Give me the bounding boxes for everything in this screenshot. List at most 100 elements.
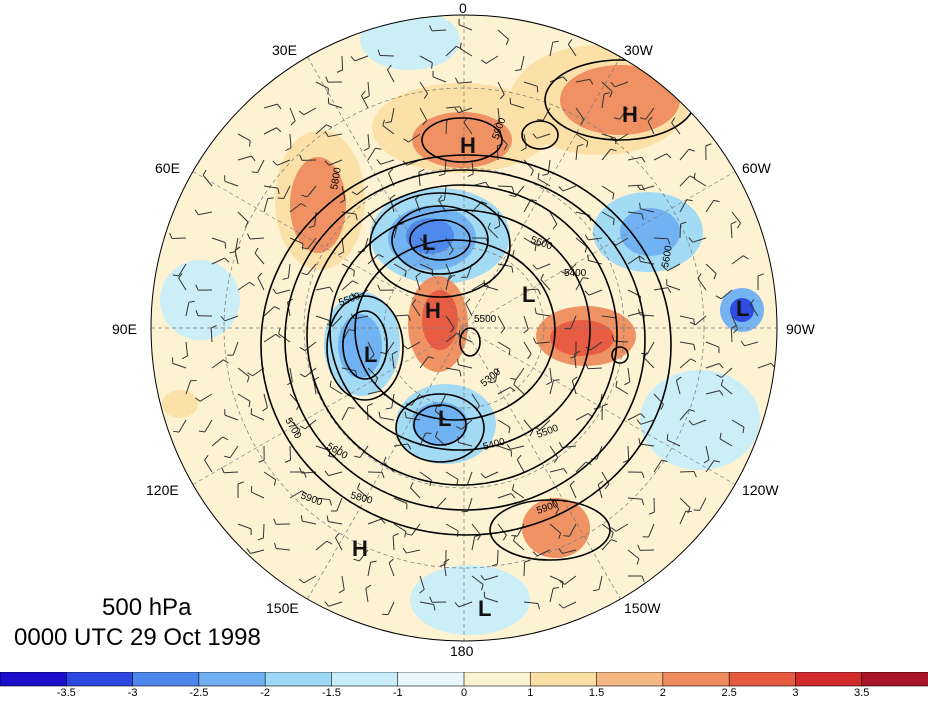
- wind-barb: [313, 380, 317, 395]
- wind-barb: [224, 414, 239, 421]
- wind-barb-feather: [613, 117, 620, 120]
- wind-barb: [303, 107, 317, 116]
- wind-barb: [390, 107, 395, 122]
- wind-barb-feather: [298, 578, 305, 584]
- wind-barb: [692, 237, 707, 243]
- wind-barb-feather: [181, 355, 188, 360]
- wind-barb-feather: [267, 197, 274, 200]
- wind-barb-feather: [641, 575, 645, 582]
- wind-barb-feather: [251, 155, 256, 162]
- wind-barb: [497, 211, 501, 226]
- wind-barb: [185, 341, 189, 356]
- wind-barb: [520, 55, 525, 70]
- wind-barb-feather: [537, 288, 541, 295]
- wind-barb-feather: [502, 534, 507, 541]
- wind-barb-feather: [277, 103, 282, 110]
- meridian-line: [192, 171, 736, 485]
- wind-barb: [549, 367, 553, 382]
- wind-barb: [178, 263, 187, 277]
- wind-barb: [497, 386, 511, 395]
- wind-barb: [334, 537, 343, 551]
- wind-barb: [178, 419, 187, 433]
- colorbar-tick-label: -2.5: [189, 687, 209, 699]
- wind-barb-feather: [647, 116, 653, 122]
- wind-barb: [367, 562, 372, 577]
- wind-barb: [237, 523, 252, 530]
- wind-barb: [251, 491, 265, 499]
- wind-barb-feather: [308, 225, 315, 229]
- wind-barb: [536, 341, 551, 344]
- wind-barb-feather: [407, 443, 412, 450]
- height-contour: [369, 192, 511, 298]
- wind-barb-feather: [257, 537, 264, 541]
- wind-barb: [601, 94, 605, 109]
- wind-barb: [598, 575, 603, 590]
- wind-barb-feather: [487, 222, 491, 229]
- wind-barb-feather: [246, 376, 250, 383]
- wind-barb-feather: [713, 273, 717, 280]
- wind-barb: [523, 159, 534, 171]
- anomaly-blob: [422, 290, 458, 350]
- wind-barb: [419, 575, 425, 590]
- wind-barb: [471, 523, 482, 536]
- wind-barb-feather: [532, 264, 538, 270]
- wind-barb-feather: [610, 81, 616, 88]
- wind-barb: [289, 237, 304, 244]
- colorbar-swatch: [861, 672, 928, 687]
- wind-barb-feather: [457, 358, 459, 365]
- wind-barb-feather: [335, 532, 340, 538]
- wind-barb: [328, 521, 343, 525]
- wind-barb-feather: [286, 381, 293, 386]
- colorbar-swatch: [198, 672, 266, 687]
- wind-barb-feather: [713, 460, 721, 463]
- wind-barb: [523, 561, 526, 577]
- wind-barb: [675, 380, 681, 395]
- wind-barb: [289, 419, 301, 431]
- colorbar-tick-label: 0: [460, 687, 468, 699]
- lon-label-120e: 120E: [146, 482, 179, 498]
- wind-barb-feather: [530, 170, 534, 176]
- wind-barb: [731, 211, 741, 224]
- wind-barb-feather: [552, 40, 559, 43]
- wind-barb: [458, 107, 473, 114]
- wind-barb: [588, 260, 603, 265]
- lon-label-30w: 30W: [624, 42, 653, 58]
- wind-barb-feather: [300, 515, 303, 522]
- wind-barb-feather: [274, 542, 277, 549]
- wind-barb: [389, 198, 395, 213]
- wind-barb-feather: [559, 580, 566, 585]
- wind-barb: [419, 471, 432, 481]
- wind-barb: [537, 178, 551, 187]
- wind-barb-feather: [277, 197, 284, 200]
- wind-barb-feather: [454, 602, 460, 608]
- wind-barb: [443, 562, 447, 577]
- wind-barb-feather: [602, 403, 609, 407]
- wind-barb-feather: [251, 171, 258, 173]
- wind-barb: [562, 185, 577, 192]
- wind-barb-feather: [553, 587, 560, 589]
- wind-barb: [705, 390, 720, 395]
- wind-barb: [645, 107, 655, 120]
- wind-barb-feather: [593, 589, 600, 592]
- wind-barb: [494, 367, 499, 382]
- wind-barb-feather: [326, 515, 329, 522]
- wind-barb-feather: [378, 254, 384, 258]
- wind-barb: [419, 601, 434, 606]
- anomaly-blob: [550, 320, 614, 356]
- wind-barb: [237, 367, 250, 377]
- wind-barb: [283, 185, 291, 199]
- wind-barb-feather: [301, 246, 308, 250]
- wind-barb-feather: [611, 335, 615, 342]
- colorbar-tick-label: 1: [527, 687, 534, 699]
- wind-barb-feather: [553, 457, 559, 463]
- wind-barb-feather: [718, 363, 724, 369]
- wind-barb-feather: [194, 397, 201, 402]
- wind-barb-feather: [383, 456, 387, 463]
- wind-barb: [445, 106, 460, 109]
- wind-barb-feather: [636, 558, 640, 565]
- wind-barb-feather: [429, 596, 433, 603]
- wind-barb: [679, 358, 691, 369]
- wind-barb: [497, 185, 513, 188]
- wind-barb: [564, 575, 577, 585]
- wind-barb-feather: [610, 148, 617, 152]
